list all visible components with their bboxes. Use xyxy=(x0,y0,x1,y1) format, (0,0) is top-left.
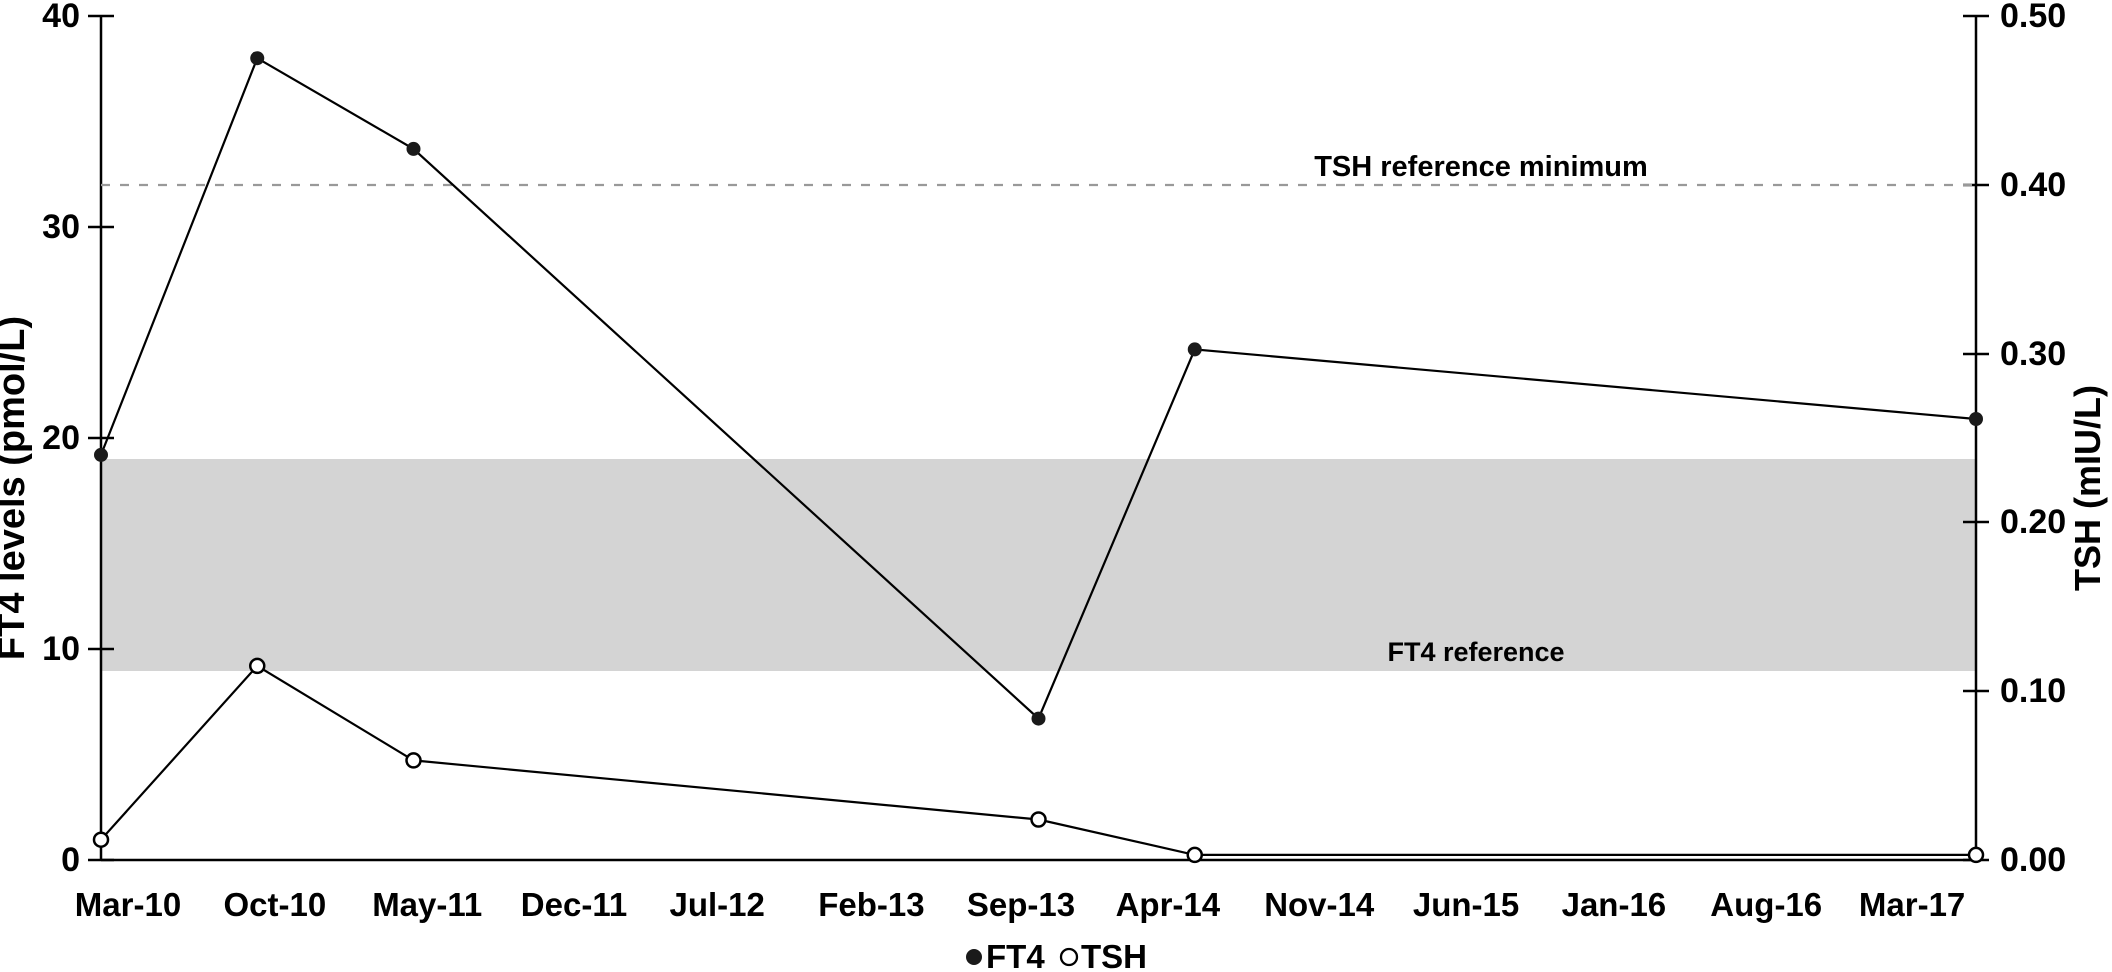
svg-text:Jan-16: Jan-16 xyxy=(1562,886,1667,923)
svg-text:20: 20 xyxy=(42,419,80,457)
svg-text:0.30: 0.30 xyxy=(2000,335,2066,373)
svg-text:Jun-15: Jun-15 xyxy=(1413,886,1519,923)
svg-text:Apr-14: Apr-14 xyxy=(1116,886,1221,923)
svg-text:0: 0 xyxy=(61,841,80,879)
svg-text:FT4 levels (pmol/L): FT4 levels (pmol/L) xyxy=(0,316,33,660)
svg-text:Jul-12: Jul-12 xyxy=(670,886,765,923)
svg-text:TSH reference minimum: TSH reference minimum xyxy=(1314,151,1648,183)
svg-text:FT4 reference: FT4 reference xyxy=(1387,637,1564,667)
svg-text:Sep-13: Sep-13 xyxy=(967,886,1075,923)
svg-text:0.10: 0.10 xyxy=(2000,672,2066,710)
svg-text:Aug-16: Aug-16 xyxy=(1710,886,1822,923)
svg-text:Oct-10: Oct-10 xyxy=(224,886,327,923)
svg-text:Nov-14: Nov-14 xyxy=(1264,886,1375,923)
svg-text:May-11: May-11 xyxy=(372,886,482,923)
svg-text:FT4: FT4 xyxy=(986,938,1045,972)
svg-text:Mar-10: Mar-10 xyxy=(75,886,181,923)
svg-text:0.00: 0.00 xyxy=(2000,841,2066,879)
svg-text:0.40: 0.40 xyxy=(2000,166,2066,204)
svg-text:40: 40 xyxy=(42,0,80,35)
svg-text:0.20: 0.20 xyxy=(2000,503,2066,541)
svg-text:30: 30 xyxy=(42,208,80,246)
svg-text:Mar-17: Mar-17 xyxy=(1859,886,1965,923)
svg-text:TSH (mIU/L): TSH (mIU/L) xyxy=(2067,385,2108,591)
svg-text:0.50: 0.50 xyxy=(2000,0,2066,35)
svg-text:TSH: TSH xyxy=(1081,938,1147,972)
svg-text:Feb-13: Feb-13 xyxy=(818,886,924,923)
svg-text:10: 10 xyxy=(42,630,80,668)
svg-text:Dec-11: Dec-11 xyxy=(521,886,627,923)
